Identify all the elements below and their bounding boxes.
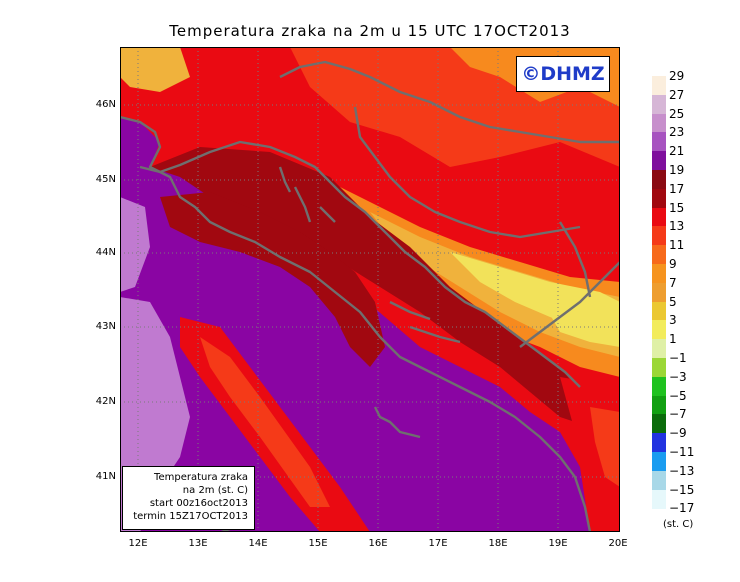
lat-tick-41n: 41N [95,471,116,482]
legend-swatch [652,433,666,453]
legend-swatch [652,245,666,265]
graticule [120,47,620,532]
legend-swatch [652,132,666,152]
legend-label: 21 [669,144,685,159]
legend-swatch [652,376,666,397]
map-frame [120,47,620,532]
lon-tick-17e: 17E [428,538,448,549]
legend-swatch [652,282,666,303]
info-box: Temperatura zraka na 2m (st. C) start 00… [122,466,255,530]
lon-tick-18e: 18E [488,538,508,549]
lon-tick-20e: 20E [608,538,628,549]
lon-tick-14e: 14E [248,538,268,549]
legend-label: 9 [669,257,677,271]
legend-label: 3 [669,313,677,328]
legend-label: 23 [669,125,685,140]
alps-yellow-patch [120,47,190,92]
lat-tick-42n: 42N [95,396,116,407]
temperature-map [120,47,620,532]
legend-swatch [652,76,666,96]
legend-label: 27 [669,87,685,102]
lat-tick-46n: 46N [95,99,116,110]
lon-tick-19e: 19E [548,538,568,549]
info-line-4: termin 15Z17OCT2013 [133,511,248,522]
legend-swatch [652,226,666,246]
legend-label: 13 [669,219,685,234]
map-title: Temperatura zraka na 2m u 15 UTC 17OCT20… [169,22,571,40]
legend-label: −1 [669,351,687,365]
legend-swatch [652,151,666,171]
legend-label: 25 [669,106,685,121]
legend-swatch [652,339,666,359]
legend-swatch [652,470,666,491]
temperature-field [120,47,620,532]
legend-swatch [652,414,666,434]
legend-label: −3 [669,369,687,384]
info-line-1: Temperatura zraka [154,472,248,483]
legend-label: −7 [669,407,687,422]
legend-swatch [652,188,666,209]
legend-label: 29 [669,69,685,83]
legend-label: −5 [669,388,687,403]
legend-label: −15 [669,482,695,497]
coastlines [120,60,620,532]
dhmz-logo: ©DHMZ [516,56,610,92]
legend-swatch [652,395,666,415]
lat-tick-45n: 45N [95,174,116,185]
montenegro-yellow [540,297,620,347]
legend-label: −11 [669,445,695,459]
lat-tick-44n: 44N [95,247,116,258]
albania-orange [590,407,620,487]
legend-swatch [652,207,666,227]
lon-tick-12e: 12E [128,538,148,549]
legend-units: (st. C) [663,519,694,530]
legend-label: −13 [669,463,695,478]
legend-swatch [652,489,666,509]
legend-swatch [652,320,666,340]
info-line-2: na 2m (st. C) [182,485,248,496]
lat-tick-43n: 43N [95,321,116,332]
legend-swatch [652,170,666,190]
legend-swatch [652,452,666,472]
legend-label: 11 [669,238,685,253]
legend-swatch [652,94,666,115]
lon-tick-13e: 13E [188,538,208,549]
info-line-3: start 00z16oct2013 [149,498,248,509]
italy-lavender-north [120,197,150,292]
lon-tick-16e: 16E [368,538,388,549]
legend-label: 1 [669,332,677,347]
legend-label: 17 [669,181,685,196]
north-adriatic-dark-red [160,192,385,367]
legend-swatch [652,264,666,284]
legend-label: −17 [669,501,695,516]
legend-label: −9 [669,426,687,441]
legend-swatch [652,301,666,321]
legend-swatch [652,358,666,378]
legend-label: 15 [669,200,685,215]
apennine-orange-core [200,337,330,507]
legend-label: 5 [669,294,677,309]
legend-swatch [652,113,666,133]
lon-tick-15e: 15E [308,538,328,549]
legend-label: 7 [669,275,677,290]
legend-label: 19 [669,163,685,177]
